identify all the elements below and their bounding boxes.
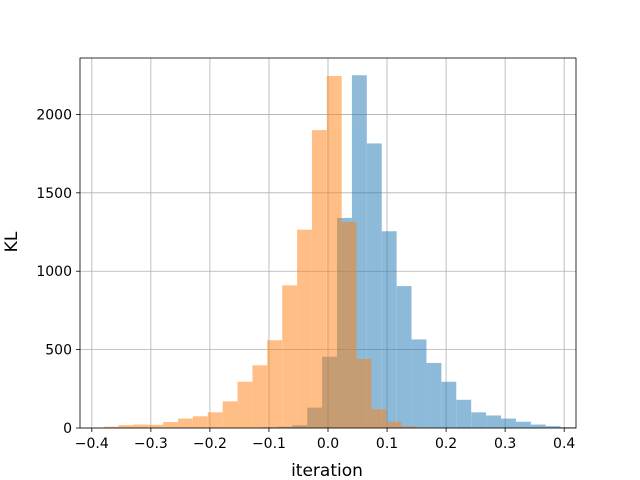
histogram-bar	[381, 231, 397, 428]
histogram-bar	[545, 426, 561, 428]
histogram-bar	[515, 421, 531, 428]
histogram-bar	[326, 76, 342, 428]
y-axis-ticks: 0 500 1000 1500 2000	[36, 107, 80, 437]
y-tick-label: 2000	[36, 107, 72, 123]
x-tick-label: −0.2	[193, 436, 227, 452]
histogram-bar	[356, 359, 372, 428]
histogram-bar	[163, 422, 179, 428]
histogram-bar	[371, 409, 387, 428]
y-tick-label: 1000	[36, 264, 72, 280]
histogram-bar	[341, 221, 357, 428]
histogram-bar	[501, 418, 516, 428]
y-tick-label: 1500	[36, 186, 72, 202]
histogram-bar	[426, 362, 442, 428]
histogram-bar	[237, 381, 253, 428]
histogram-bar	[456, 399, 472, 428]
histogram-bar	[178, 418, 193, 428]
histogram-bar	[222, 401, 238, 428]
histogram-bar	[471, 412, 487, 428]
histogram-bar	[441, 381, 457, 428]
x-tick-label: −0.3	[134, 436, 168, 452]
histogram-bar	[411, 339, 427, 428]
histogram-bar	[207, 412, 223, 428]
histogram-bar	[103, 426, 119, 428]
histogram-bar	[401, 426, 417, 428]
x-tick-label: 0.0	[317, 436, 339, 452]
x-tick-label: 0.4	[553, 436, 575, 452]
histogram-bar	[396, 286, 412, 428]
histogram-bar	[192, 416, 208, 428]
x-tick-label: 0.3	[494, 436, 516, 452]
y-tick-label: 500	[45, 343, 72, 359]
histogram-bar	[133, 424, 149, 428]
histogram-bar	[530, 424, 546, 428]
series-2-bars	[103, 76, 431, 428]
x-tick-label: −0.4	[75, 436, 109, 452]
histogram-bar	[267, 340, 283, 428]
histogram-bars	[103, 75, 576, 429]
histogram-bar	[118, 425, 134, 428]
y-tick-label: 0	[63, 421, 72, 437]
x-axis-label: iteration	[291, 461, 363, 480]
histogram-bar	[297, 229, 312, 428]
x-axis-ticks: −0.4 −0.3 −0.2 −0.1 0.0 0.1 0.2 0.3 0.4	[75, 428, 575, 452]
x-tick-label: 0.2	[435, 436, 457, 452]
histogram-bar	[148, 424, 164, 428]
histogram-bar	[486, 415, 502, 428]
histogram-bar	[282, 285, 298, 428]
x-tick-label: −0.1	[252, 436, 286, 452]
histogram-bar	[311, 130, 327, 428]
histogram-bar	[252, 365, 268, 428]
y-axis-label: KL	[2, 231, 22, 252]
x-tick-label: 0.1	[376, 436, 398, 452]
histogram-bar	[366, 143, 382, 428]
histogram-bar	[386, 421, 402, 428]
